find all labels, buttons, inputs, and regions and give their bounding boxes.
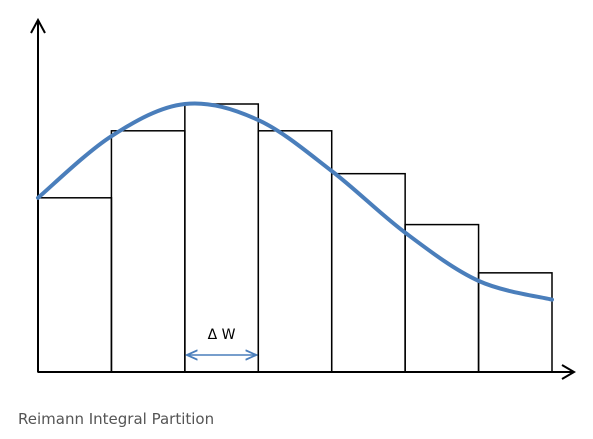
partition-rectangle bbox=[37, 197, 113, 373]
riemann-diagram: Δ W bbox=[30, 17, 576, 380]
delta-w-annotation: Δ W bbox=[187, 327, 256, 355]
partition-rectangle bbox=[110, 130, 186, 373]
partition-rectangle bbox=[477, 272, 553, 373]
delta-w-label: Δ W bbox=[208, 327, 236, 343]
x-axis-arrow-icon bbox=[561, 364, 576, 380]
y-axis-arrow-icon bbox=[30, 17, 46, 34]
figure-caption: Reimann Integral Partition bbox=[18, 410, 215, 428]
function-curve bbox=[36, 101, 554, 302]
axes bbox=[30, 17, 576, 380]
partition-rectangle bbox=[257, 130, 333, 373]
partition-rectangle bbox=[404, 223, 480, 373]
